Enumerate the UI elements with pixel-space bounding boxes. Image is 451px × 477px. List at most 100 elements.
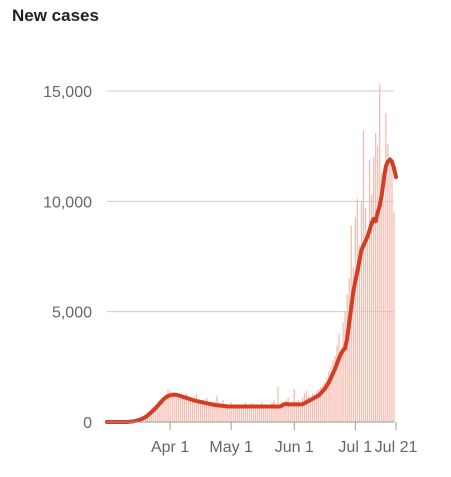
daily-bar [297, 399, 299, 422]
gridlines [107, 90, 394, 313]
daily-bar [259, 406, 261, 422]
daily-bar [210, 404, 212, 422]
daily-bars [126, 84, 395, 422]
daily-bar [346, 294, 348, 422]
daily-bar [370, 194, 373, 422]
daily-bar [222, 399, 224, 422]
daily-bar [287, 397, 289, 422]
daily-bar [179, 394, 181, 422]
daily-bar [354, 216, 356, 422]
daily-bar [303, 393, 306, 422]
daily-bar [377, 146, 379, 422]
daily-bar [261, 402, 263, 422]
daily-bar [214, 401, 216, 422]
daily-bar [309, 397, 312, 422]
y-tick-label: 5,000 [52, 305, 92, 322]
daily-bar [279, 406, 281, 422]
daily-bar [212, 403, 214, 422]
axes: 0 5,000 10,000 15,000 Apr 1 May 1 Jun 1 Jul 1 Ju… [43, 84, 417, 456]
daily-bar [283, 403, 285, 422]
daily-bar [163, 398, 165, 422]
daily-bar [267, 408, 269, 422]
daily-bar [252, 406, 255, 422]
daily-bar [305, 391, 308, 422]
daily-bar [208, 402, 210, 422]
daily-bar [338, 333, 340, 422]
daily-bar [157, 402, 159, 422]
daily-bar [155, 404, 157, 422]
daily-bar [265, 407, 267, 422]
daily-bar [173, 392, 175, 422]
daily-bar [385, 113, 387, 422]
y-tick-label: 15,000 [43, 84, 92, 101]
daily-bar [195, 394, 198, 422]
daily-bar [263, 406, 265, 422]
daily-bar [202, 399, 204, 422]
daily-bar [326, 377, 328, 422]
daily-bar [389, 157, 391, 422]
daily-bar [379, 84, 381, 422]
daily-bar [340, 353, 342, 422]
daily-bar [318, 388, 320, 422]
daily-bar [206, 397, 208, 422]
daily-bar [328, 371, 330, 422]
daily-bar [181, 397, 183, 422]
daily-bar [240, 406, 242, 422]
daily-bar [360, 201, 363, 422]
daily-bar [362, 130, 365, 422]
daily-bar [159, 399, 161, 422]
daily-bar [307, 395, 310, 422]
daily-bar [368, 159, 371, 422]
daily-bar [191, 402, 194, 422]
daily-bar [322, 384, 324, 422]
daily-bar [373, 157, 375, 422]
daily-bar [242, 407, 244, 422]
moving-average-layer [105, 157, 399, 424]
daily-bar [246, 407, 249, 422]
daily-bar [257, 404, 259, 422]
daily-bar [356, 199, 358, 422]
daily-bar [320, 386, 322, 422]
daily-bar [291, 404, 293, 422]
daily-bar [375, 132, 377, 422]
chart-title: New cases [12, 6, 99, 25]
daily-bar [216, 395, 218, 422]
daily-bar [234, 407, 236, 422]
daily-bar [387, 143, 389, 422]
y-tick-label: 10,000 [43, 194, 92, 211]
daily-bar [185, 393, 187, 422]
daily-bar [271, 402, 273, 422]
daily-bar [358, 245, 361, 422]
daily-bar [334, 355, 336, 422]
daily-bar [350, 225, 352, 422]
daily-bar [193, 396, 196, 422]
x-tick-label: Jul 1 [338, 439, 372, 456]
daily-bar [165, 395, 167, 422]
daily-bar [200, 403, 202, 422]
daily-bar [204, 401, 206, 422]
daily-bar [228, 407, 230, 422]
daily-bar [324, 382, 326, 422]
daily-bar [281, 402, 283, 422]
daily-bar [299, 403, 301, 422]
daily-bar [149, 410, 151, 422]
daily-bar [330, 366, 332, 422]
daily-bar [289, 402, 291, 422]
daily-bar [250, 403, 253, 422]
daily-bar [197, 402, 200, 422]
daily-bar [336, 344, 338, 422]
daily-bar [316, 391, 318, 422]
daily-bar [232, 406, 234, 422]
daily-bar [254, 407, 257, 422]
daily-bar [236, 404, 238, 422]
daily-bar [187, 395, 190, 422]
daily-bar [220, 406, 222, 422]
daily-bar [218, 402, 220, 422]
daily-bar [161, 397, 163, 422]
daily-bar [344, 311, 346, 422]
daily-bar [238, 405, 240, 422]
daily-bar [393, 212, 395, 422]
daily-bar [295, 402, 297, 422]
